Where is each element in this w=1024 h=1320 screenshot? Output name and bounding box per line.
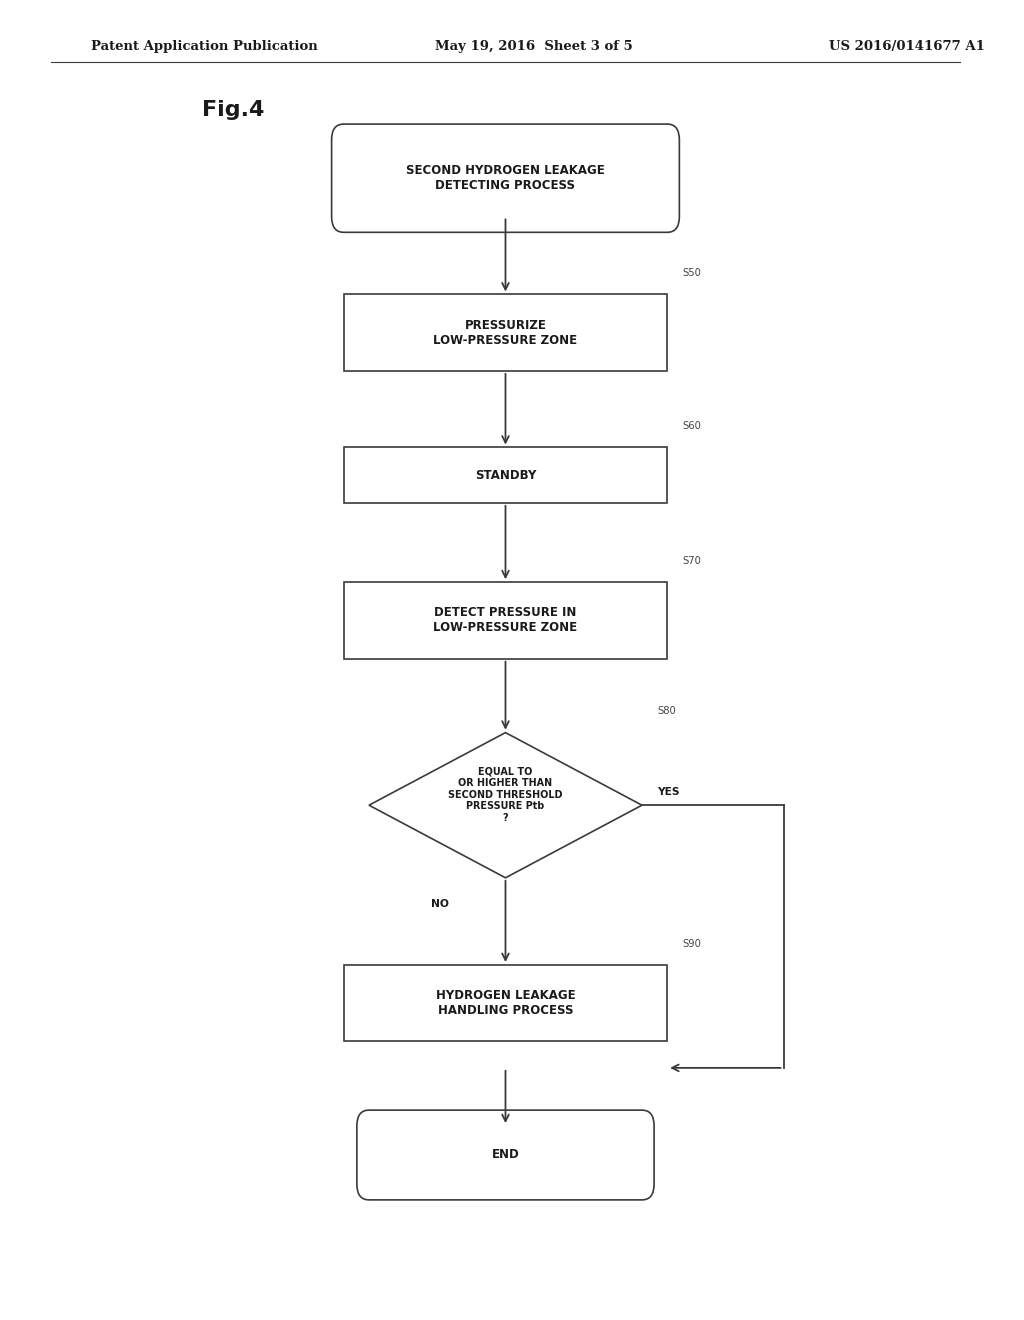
Text: EQUAL TO
OR HIGHER THAN
SECOND THRESHOLD
PRESSURE Ptb
?: EQUAL TO OR HIGHER THAN SECOND THRESHOLD… xyxy=(449,767,563,822)
Bar xyxy=(344,965,668,1041)
Text: S70: S70 xyxy=(682,556,701,566)
Text: HYDROGEN LEAKAGE
HANDLING PROCESS: HYDROGEN LEAKAGE HANDLING PROCESS xyxy=(435,989,575,1018)
Text: STANDBY: STANDBY xyxy=(475,469,537,482)
Text: S80: S80 xyxy=(657,706,676,717)
Text: DETECT PRESSURE IN
LOW-PRESSURE ZONE: DETECT PRESSURE IN LOW-PRESSURE ZONE xyxy=(433,606,578,635)
Text: May 19, 2016  Sheet 3 of 5: May 19, 2016 Sheet 3 of 5 xyxy=(435,40,633,53)
Text: END: END xyxy=(492,1148,519,1162)
Text: NO: NO xyxy=(431,899,449,909)
FancyBboxPatch shape xyxy=(357,1110,654,1200)
Text: YES: YES xyxy=(657,787,680,797)
Text: PRESSURIZE
LOW-PRESSURE ZONE: PRESSURIZE LOW-PRESSURE ZONE xyxy=(433,318,578,347)
Bar xyxy=(344,447,668,503)
Text: S50: S50 xyxy=(682,268,701,279)
Text: SECOND HYDROGEN LEAKAGE
DETECTING PROCESS: SECOND HYDROGEN LEAKAGE DETECTING PROCES… xyxy=(407,164,605,193)
Bar xyxy=(344,582,668,659)
Bar xyxy=(344,294,668,371)
Text: S90: S90 xyxy=(682,939,701,949)
Polygon shape xyxy=(369,733,642,878)
Text: US 2016/0141677 A1: US 2016/0141677 A1 xyxy=(829,40,985,53)
FancyBboxPatch shape xyxy=(332,124,679,232)
Text: Fig.4: Fig.4 xyxy=(202,99,264,120)
Text: S60: S60 xyxy=(682,421,701,432)
Text: Patent Application Publication: Patent Application Publication xyxy=(91,40,317,53)
